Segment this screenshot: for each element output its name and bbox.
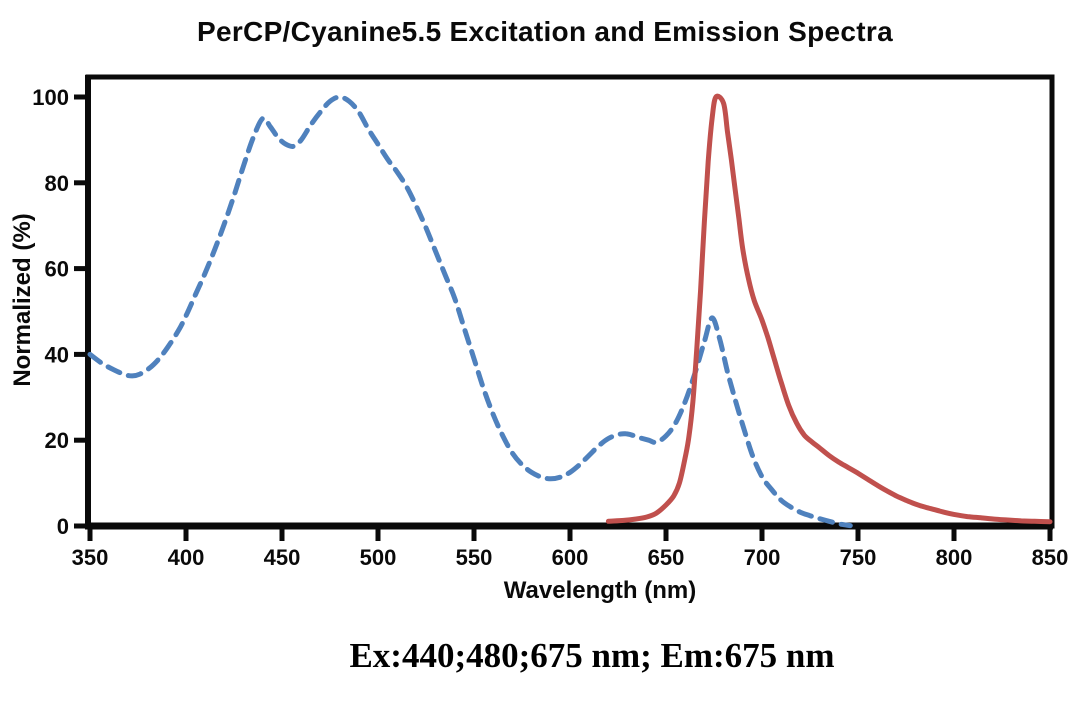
y-axis-title: Normalized (%) (9, 213, 36, 386)
x-tick-label: 500 (360, 545, 397, 570)
x-tick-label: 600 (552, 545, 589, 570)
excitation-curve (87, 94, 853, 529)
x-tick-label: 550 (456, 545, 493, 570)
y-tick-label: 40 (45, 342, 69, 367)
y-tick-label: 20 (45, 428, 69, 453)
plot-frame (85, 74, 1055, 529)
x-tick-label: 850 (1032, 545, 1069, 570)
x-tick-label: 700 (744, 545, 781, 570)
x-tick-label: 400 (168, 545, 205, 570)
y-tick-label: 80 (45, 171, 69, 196)
emission-curve (605, 93, 1053, 525)
x-tick-label: 750 (840, 545, 877, 570)
y-tick-label: 100 (32, 85, 69, 110)
y-tick-label: 0 (57, 514, 69, 539)
x-tick-label: 450 (264, 545, 301, 570)
chart-title: PerCP/Cyanine5.5 Excitation and Emission… (197, 16, 893, 47)
chart-canvas: 0 20 40 60 80 100 350 400 450 500 550 600 650 700 750 8… (9, 74, 1069, 604)
y-tick-label: 60 (45, 257, 69, 282)
x-tick-label: 350 (72, 545, 109, 570)
excitation-emission-caption: Ex:440;480;675 nm; Em:675 nm (349, 636, 835, 675)
x-tick-label: 800 (936, 545, 973, 570)
x-tick-label: 650 (648, 545, 685, 570)
x-axis-title: Wavelength (nm) (504, 577, 696, 604)
